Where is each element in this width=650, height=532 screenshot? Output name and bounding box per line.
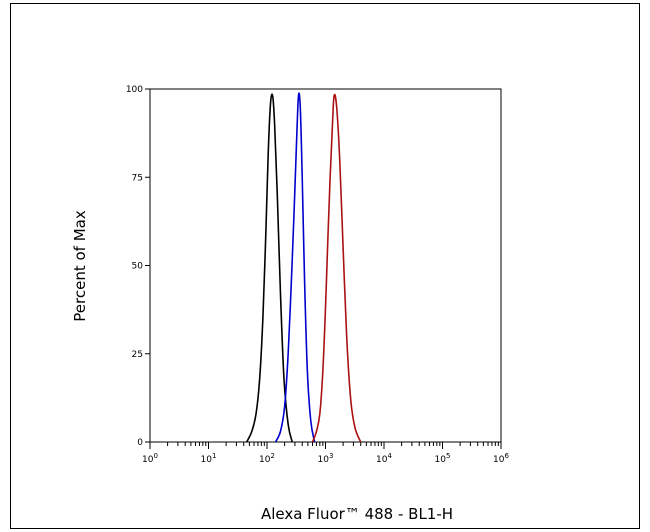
x-tick-exponent: 2 (270, 452, 274, 460)
x-tick-base: 10 (259, 455, 271, 465)
y-tick-label: 75 (132, 173, 143, 183)
x-tick-base: 10 (318, 455, 330, 465)
figure-frame: 0 25 50 75 100 100 101 102 103 104 105 106 Percent… (10, 3, 640, 529)
y-axis-title: Percent of Max (71, 210, 89, 322)
y-tick-label: 100 (126, 85, 143, 95)
x-tick-exponent: 6 (504, 452, 509, 460)
x-tick-label: 100 (142, 452, 158, 465)
x-tick-base: 10 (376, 455, 388, 465)
series-line-2 (274, 92, 316, 443)
series-line-1 (245, 93, 294, 443)
x-tick-base: 10 (493, 455, 505, 465)
x-tick-exponent: 5 (446, 452, 450, 460)
series-line-3 (311, 93, 362, 443)
x-tick-base: 10 (142, 455, 154, 465)
x-tick-base: 10 (435, 455, 447, 465)
y-tick-label: 50 (132, 262, 144, 272)
x-tick-exponent: 1 (212, 452, 216, 460)
x-tick-label: 106 (493, 452, 509, 465)
x-tick-label: 104 (376, 452, 392, 465)
x-tick-base: 10 (201, 455, 213, 465)
x-tick-exponent: 4 (387, 452, 392, 460)
y-tick-label: 25 (132, 350, 143, 360)
plot-area (149, 88, 502, 443)
x-tick-exponent: 0 (153, 452, 157, 460)
x-tick-label: 105 (435, 452, 451, 465)
x-tick-label: 103 (318, 452, 334, 465)
y-axis: 0 25 50 75 100 (126, 85, 150, 448)
series-group (245, 92, 362, 443)
x-tick-exponent: 3 (329, 452, 333, 460)
x-tick-label: 102 (259, 452, 275, 465)
x-axis: 100 101 102 103 104 105 106 (142, 442, 509, 465)
y-tick-label: 0 (137, 438, 143, 448)
x-axis-title: Alexa Fluor™ 488 - BL1-H (261, 505, 453, 523)
x-tick-label: 101 (201, 452, 217, 465)
